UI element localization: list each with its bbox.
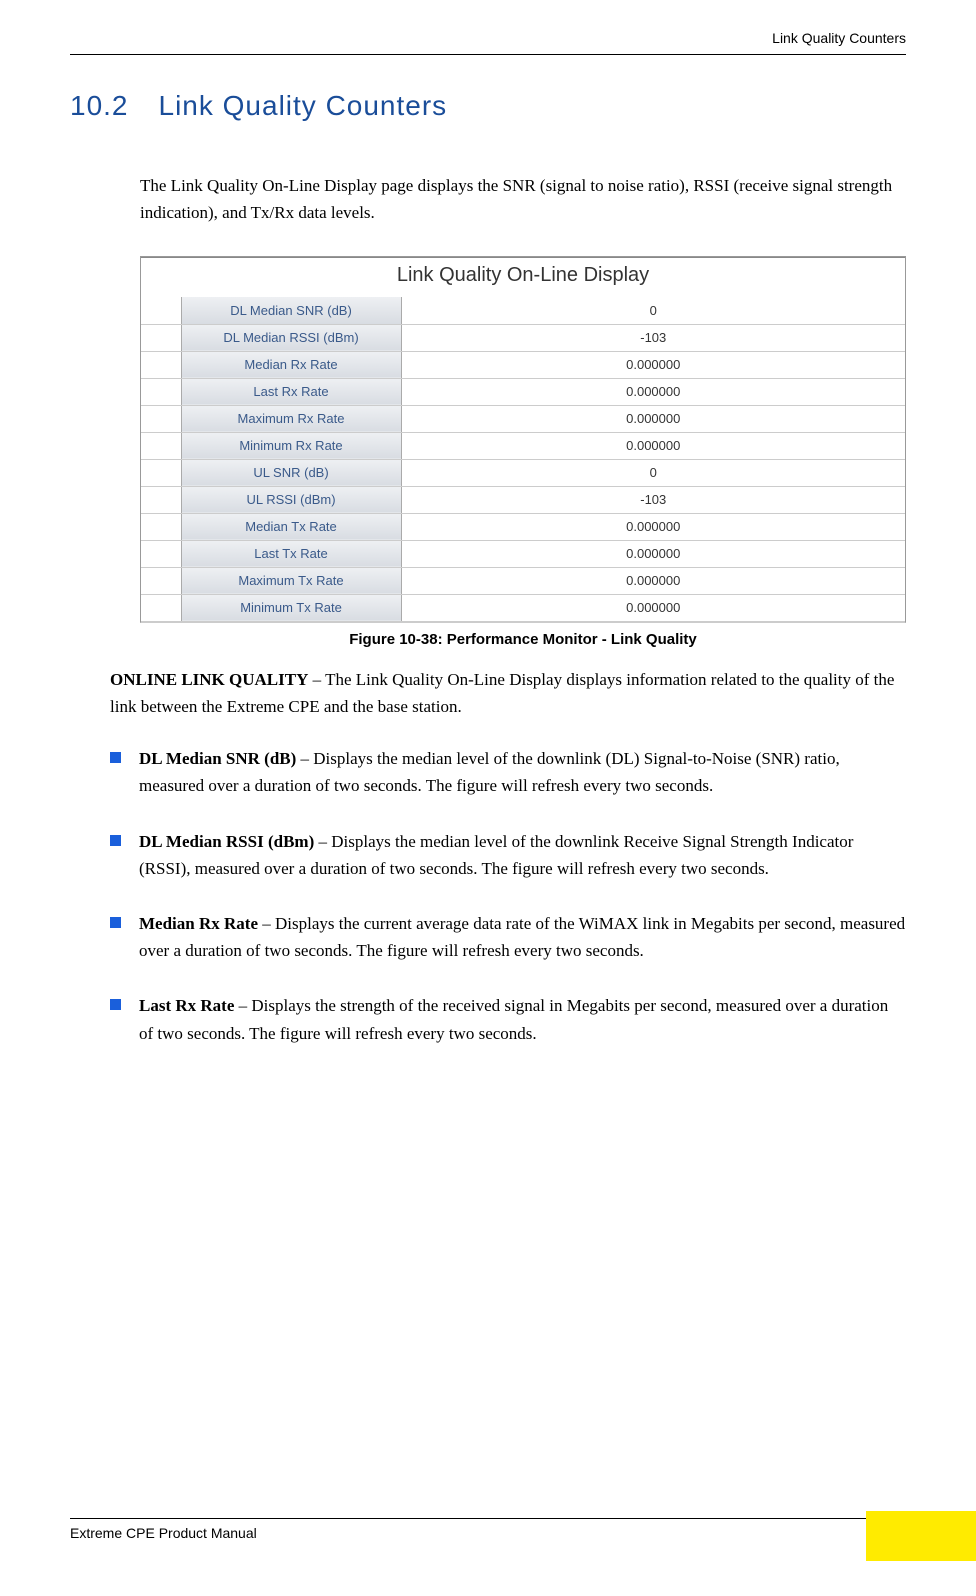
figure-container: Link Quality On-Line Display DL Median S…: [140, 256, 906, 623]
table-row: Last Tx Rate0.000000: [141, 540, 905, 567]
bullet-term: DL Median SNR (dB): [139, 749, 296, 768]
table-spacer: [141, 324, 181, 351]
table-value-cell: -103: [401, 324, 905, 351]
table-row: UL RSSI (dBm)-103: [141, 486, 905, 513]
table-value-cell: 0.000000: [401, 405, 905, 432]
bullet-description: – Displays the strength of the received …: [139, 996, 888, 1042]
bullet-item: Last Rx Rate – Displays the strength of …: [110, 992, 906, 1046]
table-label-cell: Minimum Rx Rate: [181, 432, 401, 459]
table-value-cell: 0.000000: [401, 594, 905, 621]
bullet-term: Last Rx Rate: [139, 996, 234, 1015]
bullet-square-icon: [110, 999, 121, 1010]
table-spacer: [141, 459, 181, 486]
table-row: UL SNR (dB)0: [141, 459, 905, 486]
bullet-square-icon: [110, 835, 121, 846]
table-value-cell: 0.000000: [401, 513, 905, 540]
table-row: Maximum Tx Rate0.000000: [141, 567, 905, 594]
page-footer: Extreme CPE Product Manual 95: [70, 1518, 906, 1541]
table-row: Last Rx Rate0.000000: [141, 378, 905, 405]
bullet-text: Last Rx Rate – Displays the strength of …: [139, 992, 906, 1046]
table-label-cell: Median Tx Rate: [181, 513, 401, 540]
page-header-label: Link Quality Counters: [70, 30, 906, 55]
table-label-cell: UL RSSI (dBm): [181, 486, 401, 513]
table-row: Median Rx Rate0.000000: [141, 351, 905, 378]
bullet-item: Median Rx Rate – Displays the current av…: [110, 910, 906, 964]
section-number: 10.2: [70, 90, 129, 122]
intro-paragraph: The Link Quality On-Line Display page di…: [140, 172, 906, 226]
bullet-text: DL Median RSSI (dBm) – Displays the medi…: [139, 828, 906, 882]
table-spacer: [141, 405, 181, 432]
table-spacer: [141, 486, 181, 513]
table-label-cell: Last Rx Rate: [181, 378, 401, 405]
bullet-square-icon: [110, 752, 121, 763]
bullet-text: DL Median SNR (dB) – Displays the median…: [139, 745, 906, 799]
bullet-text: Median Rx Rate – Displays the current av…: [139, 910, 906, 964]
table-label-cell: DL Median RSSI (dBm): [181, 324, 401, 351]
section-title: Link Quality Counters: [159, 90, 448, 121]
bullet-item: DL Median SNR (dB) – Displays the median…: [110, 745, 906, 799]
table-label-cell: Median Rx Rate: [181, 351, 401, 378]
table-spacer: [141, 513, 181, 540]
table-spacer: [141, 540, 181, 567]
table-row: DL Median RSSI (dBm)-103: [141, 324, 905, 351]
table-spacer: [141, 567, 181, 594]
table-value-cell: 0.000000: [401, 432, 905, 459]
description-bold: ONLINE LINK QUALITY: [110, 670, 308, 689]
table-value-cell: 0.000000: [401, 540, 905, 567]
table-label-cell: Last Tx Rate: [181, 540, 401, 567]
figure-caption: Figure 10-38: Performance Monitor - Link…: [140, 631, 906, 648]
bullet-term: Median Rx Rate: [139, 914, 258, 933]
description-paragraph: ONLINE LINK QUALITY – The Link Quality O…: [110, 666, 906, 720]
table-value-cell: 0.000000: [401, 351, 905, 378]
table-row: Median Tx Rate0.000000: [141, 513, 905, 540]
table-label-cell: UL SNR (dB): [181, 459, 401, 486]
table-spacer: [141, 351, 181, 378]
figure-title: Link Quality On-Line Display: [141, 257, 905, 297]
yellow-tab-decoration: [866, 1511, 976, 1561]
table-row: Minimum Tx Rate0.000000: [141, 594, 905, 621]
table-value-cell: 0.000000: [401, 378, 905, 405]
table-label-cell: Maximum Tx Rate: [181, 567, 401, 594]
bullet-item: DL Median RSSI (dBm) – Displays the medi…: [110, 828, 906, 882]
link-quality-table: DL Median SNR (dB)0DL Median RSSI (dBm)-…: [141, 297, 905, 622]
section-heading: 10.2 Link Quality Counters: [70, 90, 906, 122]
table-spacer: [141, 378, 181, 405]
bullet-term: DL Median RSSI (dBm): [139, 832, 314, 851]
table-spacer: [141, 432, 181, 459]
table-spacer: [141, 297, 181, 324]
table-value-cell: -103: [401, 486, 905, 513]
table-row: DL Median SNR (dB)0: [141, 297, 905, 324]
table-label-cell: Minimum Tx Rate: [181, 594, 401, 621]
table-row: Maximum Rx Rate0.000000: [141, 405, 905, 432]
bullet-list: DL Median SNR (dB) – Displays the median…: [110, 745, 906, 1047]
table-value-cell: 0.000000: [401, 567, 905, 594]
table-label-cell: DL Median SNR (dB): [181, 297, 401, 324]
table-spacer: [141, 594, 181, 621]
bullet-square-icon: [110, 917, 121, 928]
table-row: Minimum Rx Rate0.000000: [141, 432, 905, 459]
table-value-cell: 0: [401, 297, 905, 324]
footer-left: Extreme CPE Product Manual: [70, 1525, 257, 1541]
table-label-cell: Maximum Rx Rate: [181, 405, 401, 432]
table-value-cell: 0: [401, 459, 905, 486]
